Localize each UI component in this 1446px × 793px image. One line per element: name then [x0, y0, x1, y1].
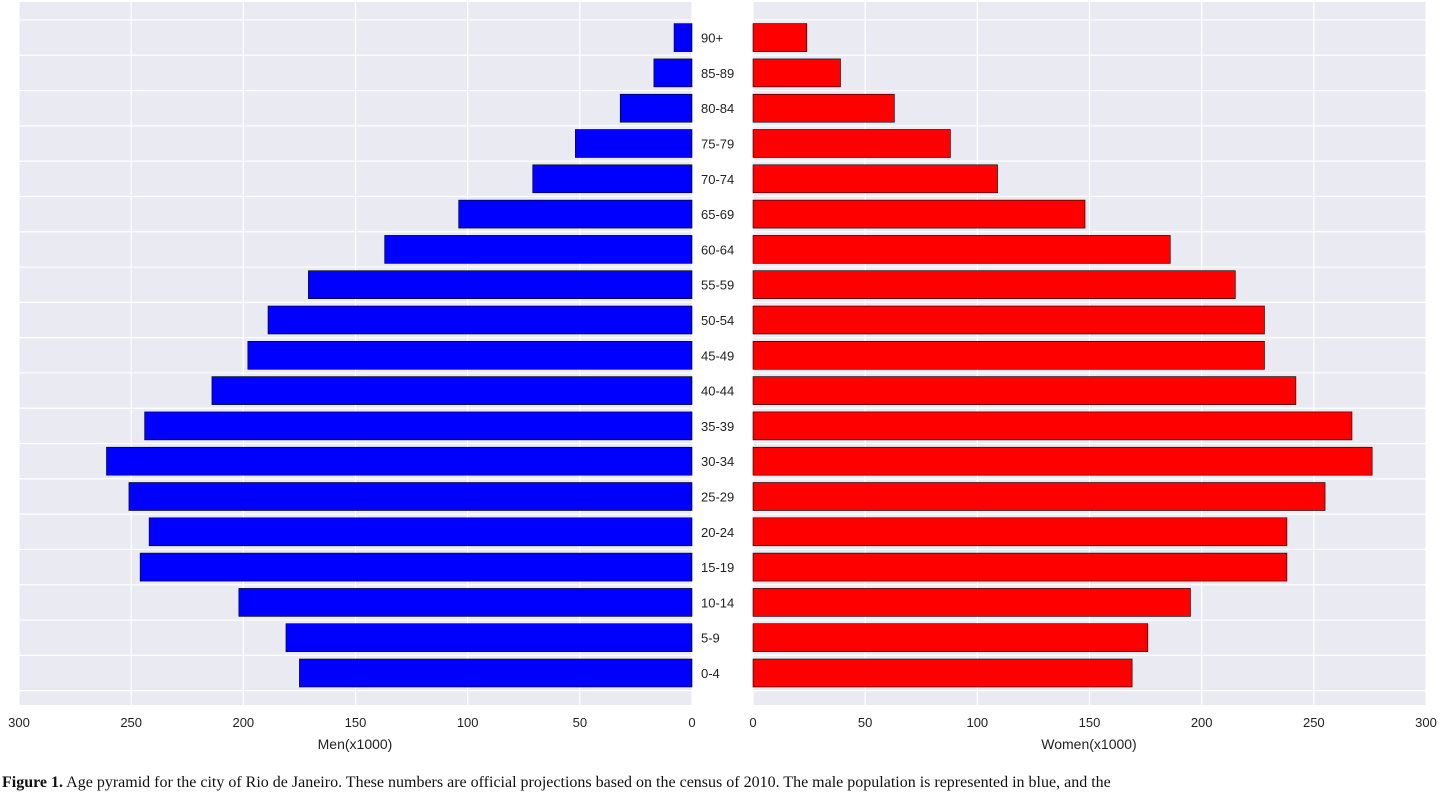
men-x-axis-label: Men(x1000): [318, 736, 393, 752]
women-tick-50: 50: [858, 715, 872, 730]
men-tick-50: 50: [573, 715, 587, 730]
men-tick-100: 100: [457, 715, 479, 730]
men-tick-150: 150: [345, 715, 367, 730]
bar-women-35-39: [752, 411, 1353, 441]
women-tick-200: 200: [1191, 715, 1213, 730]
bar-men-35-39: [144, 411, 693, 441]
bar-women-45-49: [752, 340, 1265, 370]
bar-women-70-74: [752, 164, 998, 194]
bar-men-5-9: [285, 623, 693, 653]
men-tick-200: 200: [232, 715, 254, 730]
bar-women-25-29: [752, 482, 1326, 511]
bar-men-40-44: [211, 376, 693, 405]
bar-men-85-89: [653, 58, 693, 88]
bar-men-80-84: [619, 93, 693, 123]
bar-men-90+: [673, 23, 693, 52]
age-label-65-69: 65-69: [701, 207, 734, 222]
age-label-0-4: 0-4: [701, 666, 720, 681]
bar-women-85-89: [752, 58, 841, 88]
men-tick-0: 0: [688, 715, 695, 730]
age-label-30-34: 30-34: [701, 454, 734, 469]
women-x-axis-ticks: 0 50 100 150 200 250 300: [749, 715, 1436, 730]
men-x-axis-ticks: 300 250 200 150 100 50 0: [8, 715, 695, 730]
bar-men-60-64: [384, 235, 693, 264]
age-label-5-9: 5-9: [701, 631, 720, 646]
bar-women-60-64: [752, 235, 1171, 264]
women-x-axis-label: Women(x1000): [1041, 736, 1136, 752]
age-label-85-89: 85-89: [701, 66, 734, 81]
bar-men-75-79: [575, 129, 693, 158]
bar-women-40-44: [752, 376, 1297, 405]
age-label-60-64: 60-64: [701, 242, 734, 257]
bar-men-10-14: [238, 588, 693, 617]
bar-men-30-34: [106, 446, 693, 476]
women-tick-150: 150: [1079, 715, 1101, 730]
women-tick-300: 300: [1415, 715, 1437, 730]
women-bars: [752, 23, 1373, 688]
age-label-25-29: 25-29: [701, 490, 734, 505]
men-tick-300: 300: [8, 715, 30, 730]
caption-label: Figure 1.: [2, 774, 64, 791]
bar-women-30-34: [752, 446, 1373, 476]
age-label-90+: 90+: [701, 31, 723, 46]
caption-text: Age pyramid for the city of Rio de Janei…: [66, 774, 1111, 791]
bar-women-50-54: [752, 305, 1265, 335]
men-tick-250: 250: [120, 715, 142, 730]
age-label-35-39: 35-39: [701, 419, 734, 434]
bar-men-20-24: [148, 517, 693, 547]
bar-men-65-69: [458, 199, 693, 229]
age-label-40-44: 40-44: [701, 384, 734, 399]
bar-women-15-19: [752, 552, 1288, 582]
bar-women-90+: [752, 23, 808, 52]
bar-women-80-84: [752, 93, 895, 123]
age-label-50-54: 50-54: [701, 313, 734, 328]
women-tick-0: 0: [749, 715, 756, 730]
age-label-15-19: 15-19: [701, 560, 734, 575]
bar-women-65-69: [752, 199, 1086, 229]
age-label-75-79: 75-79: [701, 137, 734, 152]
bar-women-5-9: [752, 623, 1149, 653]
bar-men-25-29: [128, 482, 693, 511]
age-label-55-59: 55-59: [701, 278, 734, 293]
bar-men-15-19: [139, 552, 693, 582]
bar-women-0-4: [752, 658, 1133, 688]
men-bars: [106, 23, 693, 688]
age-pyramid-chart: 0-4 5-9 10-14 15-19 20-24 25-29 30-34 35-39 40-4…: [8, 2, 1437, 752]
women-tick-100: 100: [966, 715, 988, 730]
women-tick-250: 250: [1303, 715, 1325, 730]
bar-women-20-24: [752, 517, 1288, 547]
figure-caption: Figure 1. Age pyramid for the city of Ri…: [2, 773, 1446, 793]
bar-men-45-49: [247, 340, 693, 370]
age-label-70-74: 70-74: [701, 172, 734, 187]
bar-women-55-59: [752, 270, 1236, 300]
bar-women-75-79: [752, 129, 951, 158]
age-label-45-49: 45-49: [701, 348, 734, 363]
age-label-20-24: 20-24: [701, 525, 734, 540]
bar-women-10-14: [752, 588, 1191, 617]
bar-men-70-74: [532, 164, 693, 194]
age-label-10-14: 10-14: [701, 595, 734, 610]
bar-men-50-54: [267, 305, 693, 335]
age-label-80-84: 80-84: [701, 101, 734, 116]
bar-men-0-4: [299, 658, 693, 688]
bar-men-55-59: [308, 270, 693, 300]
age-group-labels: 0-4 5-9 10-14 15-19 20-24 25-29 30-34 35-39 40-4…: [701, 31, 734, 681]
